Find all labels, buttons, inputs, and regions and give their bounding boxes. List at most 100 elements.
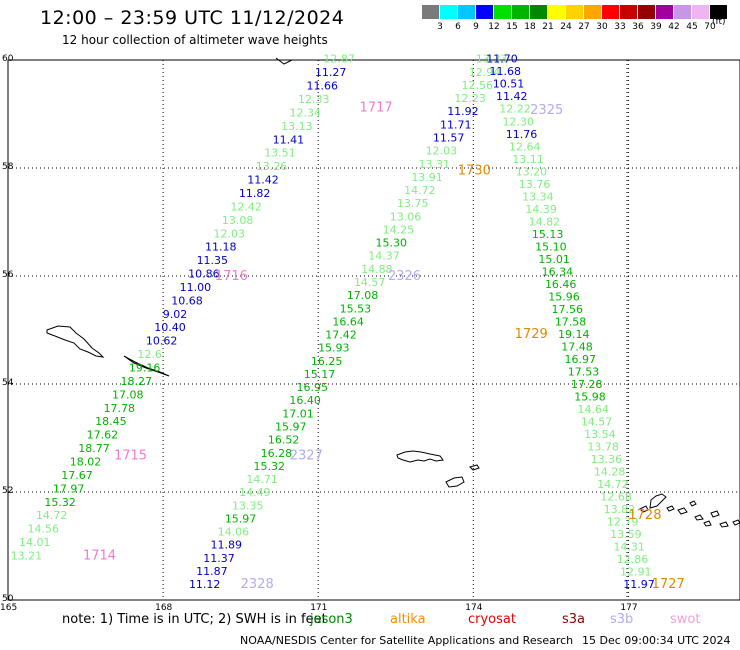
wave-height-value: 17.28	[571, 378, 603, 391]
lat-tick-label: 60	[2, 54, 14, 64]
wave-height-value: 15.10	[535, 240, 567, 253]
wave-height-value: 13.59	[610, 528, 642, 541]
pass-number-label: 1716	[215, 269, 248, 284]
wave-height-value: 11.41	[273, 133, 305, 146]
wave-height-value: 12.64	[509, 140, 541, 153]
wave-height-value: 13.51	[264, 147, 296, 160]
graticule	[7, 59, 740, 601]
lat-tick-label: 56	[2, 270, 14, 280]
colorbar-swatch	[674, 5, 691, 19]
wave-height-value: 15.97	[225, 512, 257, 525]
coastlines	[46, 57, 740, 528]
pass-number-label: 2328	[241, 577, 274, 592]
wave-height-value: 14.57	[354, 276, 386, 289]
lon-tick-label: 177	[620, 603, 637, 613]
wave-height-value: 12.6	[137, 348, 162, 361]
wave-height-value: 11.82	[239, 187, 270, 200]
wave-height-value: 13.36	[591, 453, 623, 466]
wave-height-value: 13.13	[281, 120, 313, 133]
wave-height-value: 14.06	[218, 526, 250, 539]
colorbar-label: 18	[524, 22, 536, 32]
colorbar-label: 12	[488, 22, 500, 32]
wave-height-value: 11.92	[447, 105, 479, 118]
wave-height-value: 16.64	[332, 315, 364, 328]
wave-height-value: 13.06	[390, 210, 422, 223]
wave-height-value: 17.42	[325, 329, 357, 342]
satellite-legend-jason3: jason3	[310, 612, 353, 627]
colorbar-label: 24	[560, 22, 572, 32]
wave-height-value: 10.86	[188, 268, 220, 281]
wave-height-value: 10.51	[493, 78, 524, 91]
pass-number-label: 2327	[290, 449, 323, 464]
colorbar-swatch	[710, 5, 727, 19]
wave-height-value: 11.37	[203, 552, 235, 565]
pass-number-label: 1727	[652, 577, 685, 592]
lat-tick-label: 54	[2, 378, 14, 388]
lat-tick-label: 50	[2, 594, 14, 604]
wave-height-value: 14.82	[529, 215, 561, 228]
lon-tick-label: 165	[0, 603, 17, 613]
kamchatka-coast	[275, 57, 293, 65]
pass-number-label: 1717	[360, 100, 393, 115]
wave-height-value: 12.87	[323, 53, 355, 66]
wave-height-value: 15.30	[375, 237, 407, 250]
wave-height-value: 13.08	[222, 214, 254, 227]
wave-height-value: 12.56	[462, 79, 494, 92]
wave-height-value: 11.76	[506, 128, 537, 141]
wave-height-value: 16.97	[565, 353, 597, 366]
wave-height-value: 15.32	[254, 460, 286, 473]
wave-height-value: 17.67	[61, 469, 93, 482]
satellite-legend-cryosat: cryosat	[468, 612, 516, 627]
wave-height-value: 13.21	[11, 550, 43, 563]
colorbar-label: 36	[632, 22, 644, 32]
wave-height-value: 11.70	[486, 53, 517, 66]
rat-islands-shape	[639, 500, 740, 528]
pass-number-label: 1714	[83, 549, 116, 564]
wave-height-value: 15.01	[538, 253, 570, 266]
map-frame	[7, 59, 740, 601]
pass-number-label: 2325	[530, 103, 563, 118]
wave-height-value: 13.11	[512, 153, 544, 166]
satellite-legend-swot: swot	[670, 612, 701, 627]
colorbar-swatch	[494, 5, 511, 19]
lon-tick-label: 168	[155, 603, 172, 613]
lat-tick-label: 52	[2, 486, 13, 496]
wave-height-value: 14.72	[597, 478, 629, 491]
pass-number-label: 1729	[515, 327, 548, 342]
colorbar-swatch	[440, 5, 457, 19]
colorbar-swatch	[458, 5, 475, 19]
altimeter-tracks: 13.2114.0114.5614.7215.3217.9717.6718.02…	[11, 53, 685, 592]
wave-height-value: 13.78	[587, 441, 619, 454]
wave-height-value: 12.03	[213, 227, 245, 240]
medny-island-shape	[123, 355, 170, 377]
footer-timestamp: 15 Dec 09:00:34 UTC 2024	[582, 634, 731, 647]
wave-height-value: 15.93	[318, 342, 350, 355]
wave-height-value: 15.97	[275, 420, 307, 433]
colorbar-swatch	[602, 5, 619, 19]
kiska-island-shape	[649, 493, 667, 509]
wave-height-value: 14.88	[361, 263, 393, 276]
wave-height-value: 13.26	[256, 160, 288, 173]
wave-height-value: 18.77	[78, 442, 110, 455]
wave-height-value: 13.54	[584, 428, 616, 441]
wave-height-value: 16.46	[545, 278, 577, 291]
wave-height-value: 13.20	[516, 165, 548, 178]
wave-height-value: 12.22	[499, 103, 530, 116]
colorbar-swatch	[656, 5, 673, 19]
wave-height-value: 15.32	[44, 496, 76, 509]
wave-height-value: 14.56	[27, 523, 59, 536]
colorbar-swatch	[620, 5, 637, 19]
colorbar-label: 39	[650, 22, 662, 32]
wave-height-value: 16.28	[261, 447, 293, 460]
wave-height-value: 14.57	[581, 415, 613, 428]
colorbar-swatch	[638, 5, 655, 19]
wave-height-value: 16.25	[311, 355, 343, 368]
colorbar-swatch	[476, 5, 493, 19]
wave-height-value: 18.27	[120, 375, 151, 388]
wave-height-value: 13.82	[604, 503, 636, 516]
map-subtitle: 12 hour collection of altimeter wave hei…	[62, 33, 328, 47]
wave-height-value: 13.34	[522, 190, 554, 203]
wave-height-value: 11.12	[189, 578, 221, 591]
satellite-legend-altika: altika	[390, 612, 426, 627]
